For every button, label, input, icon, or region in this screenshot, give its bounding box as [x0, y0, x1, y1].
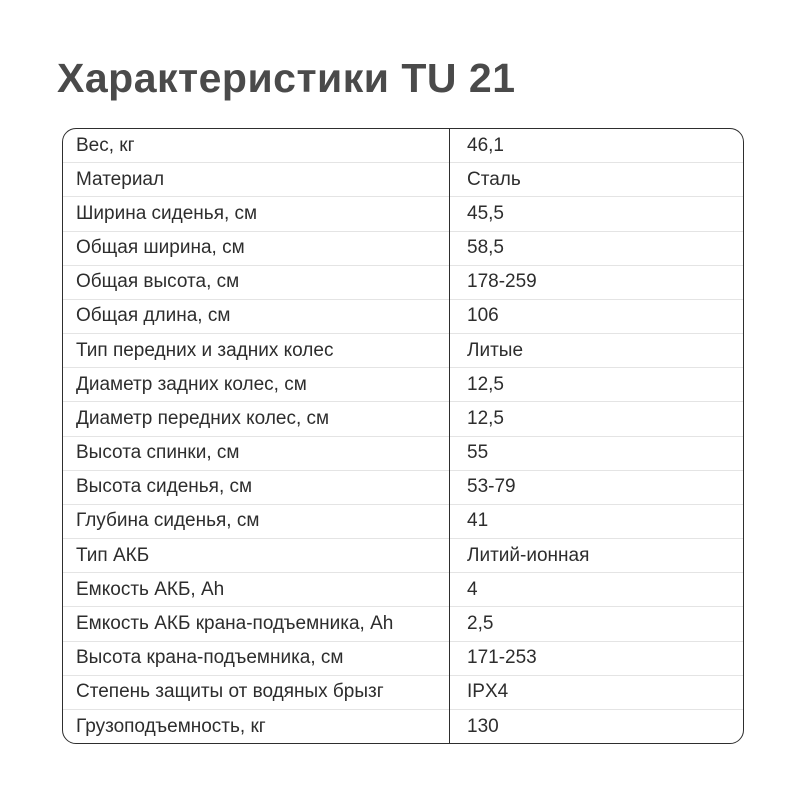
- table-row: Общая ширина, см 58,5: [63, 230, 743, 265]
- table-row: Диаметр передних колес, см 12,5: [63, 401, 743, 435]
- spec-value: 2,5: [467, 612, 494, 634]
- spec-label: Общая высота, см: [76, 271, 240, 293]
- spec-value: 178-259: [467, 271, 537, 293]
- spec-table-rows: Вес, кг 46,1 Материал Сталь Ширина сиден…: [63, 129, 743, 743]
- table-row: Материал Сталь: [63, 162, 743, 196]
- table-row: Диаметр задних колес, см 12,5: [63, 367, 743, 401]
- table-row: Емкость АКБ крана-подъемника, Ah 2,5: [63, 606, 743, 640]
- spec-label: Высота спинки, см: [76, 442, 240, 464]
- spec-label: Диаметр передних колес, см: [76, 407, 330, 429]
- table-row: Вес, кг 46,1: [63, 129, 743, 162]
- spec-label: Грузоподъемность, кг: [76, 715, 266, 737]
- spec-value: 45,5: [467, 202, 504, 224]
- table-row: Высота крана-подъемника, см 171-253: [63, 640, 743, 675]
- spec-value: 106: [467, 305, 499, 327]
- spec-label: Емкость АКБ, Ah: [76, 578, 225, 600]
- spec-value: Сталь: [467, 168, 521, 190]
- table-row: Высота сиденья, см 53-79: [63, 469, 743, 504]
- spec-value: 58,5: [467, 237, 504, 259]
- table-row: Тип АКБ Литий-ионная: [63, 538, 743, 572]
- spec-value: 12,5: [467, 373, 504, 395]
- spec-label: Глубина сиденья, см: [76, 510, 260, 532]
- spec-label: Вес, кг: [76, 134, 135, 156]
- spec-label: Диаметр задних колес, см: [76, 373, 307, 395]
- spec-value: 55: [467, 442, 489, 464]
- spec-value: Литые: [467, 339, 524, 361]
- spec-value: 41: [467, 510, 489, 532]
- spec-label: Материал: [76, 168, 165, 190]
- table-row: Глубина сиденья, см 41: [63, 503, 743, 538]
- spec-table: Вес, кг 46,1 Материал Сталь Ширина сиден…: [62, 128, 744, 744]
- spec-value: 130: [467, 715, 499, 737]
- page-title: Характеристики TU 21: [57, 55, 516, 101]
- spec-value: IPX4: [467, 681, 509, 703]
- spec-label: Ширина сиденья, см: [76, 202, 258, 224]
- spec-label: Высота крана-подъемника, см: [76, 647, 344, 669]
- spec-label: Высота сиденья, см: [76, 476, 253, 498]
- table-row: Емкость АКБ, Ah 4: [63, 572, 743, 606]
- table-row: Высота спинки, см 55: [63, 435, 743, 470]
- table-row: Тип передних и задних колес Литые: [63, 333, 743, 367]
- spec-value: 171-253: [467, 647, 537, 669]
- column-divider: [449, 129, 450, 743]
- spec-value: Литий-ионная: [467, 544, 590, 566]
- spec-label: Общая длина, см: [76, 305, 231, 327]
- table-row: Грузоподъемность, кг 130: [63, 708, 743, 743]
- table-row: Общая высота, см 178-259: [63, 264, 743, 299]
- table-row: Общая длина, см 106: [63, 298, 743, 333]
- spec-value: 4: [467, 578, 478, 600]
- spec-label: Степень защиты от водяных брызг: [76, 681, 384, 703]
- spec-value: 46,1: [467, 134, 504, 156]
- spec-label: Тип передних и задних колес: [76, 339, 334, 361]
- spec-value: 12,5: [467, 407, 504, 429]
- spec-label: Тип АКБ: [76, 544, 150, 566]
- spec-value: 53-79: [467, 476, 516, 498]
- spec-label: Емкость АКБ крана-подъемника, Ah: [76, 612, 394, 634]
- spec-label: Общая ширина, см: [76, 237, 245, 259]
- table-row: Степень защиты от водяных брызг IPX4: [63, 674, 743, 709]
- table-row: Ширина сиденья, см 45,5: [63, 196, 743, 230]
